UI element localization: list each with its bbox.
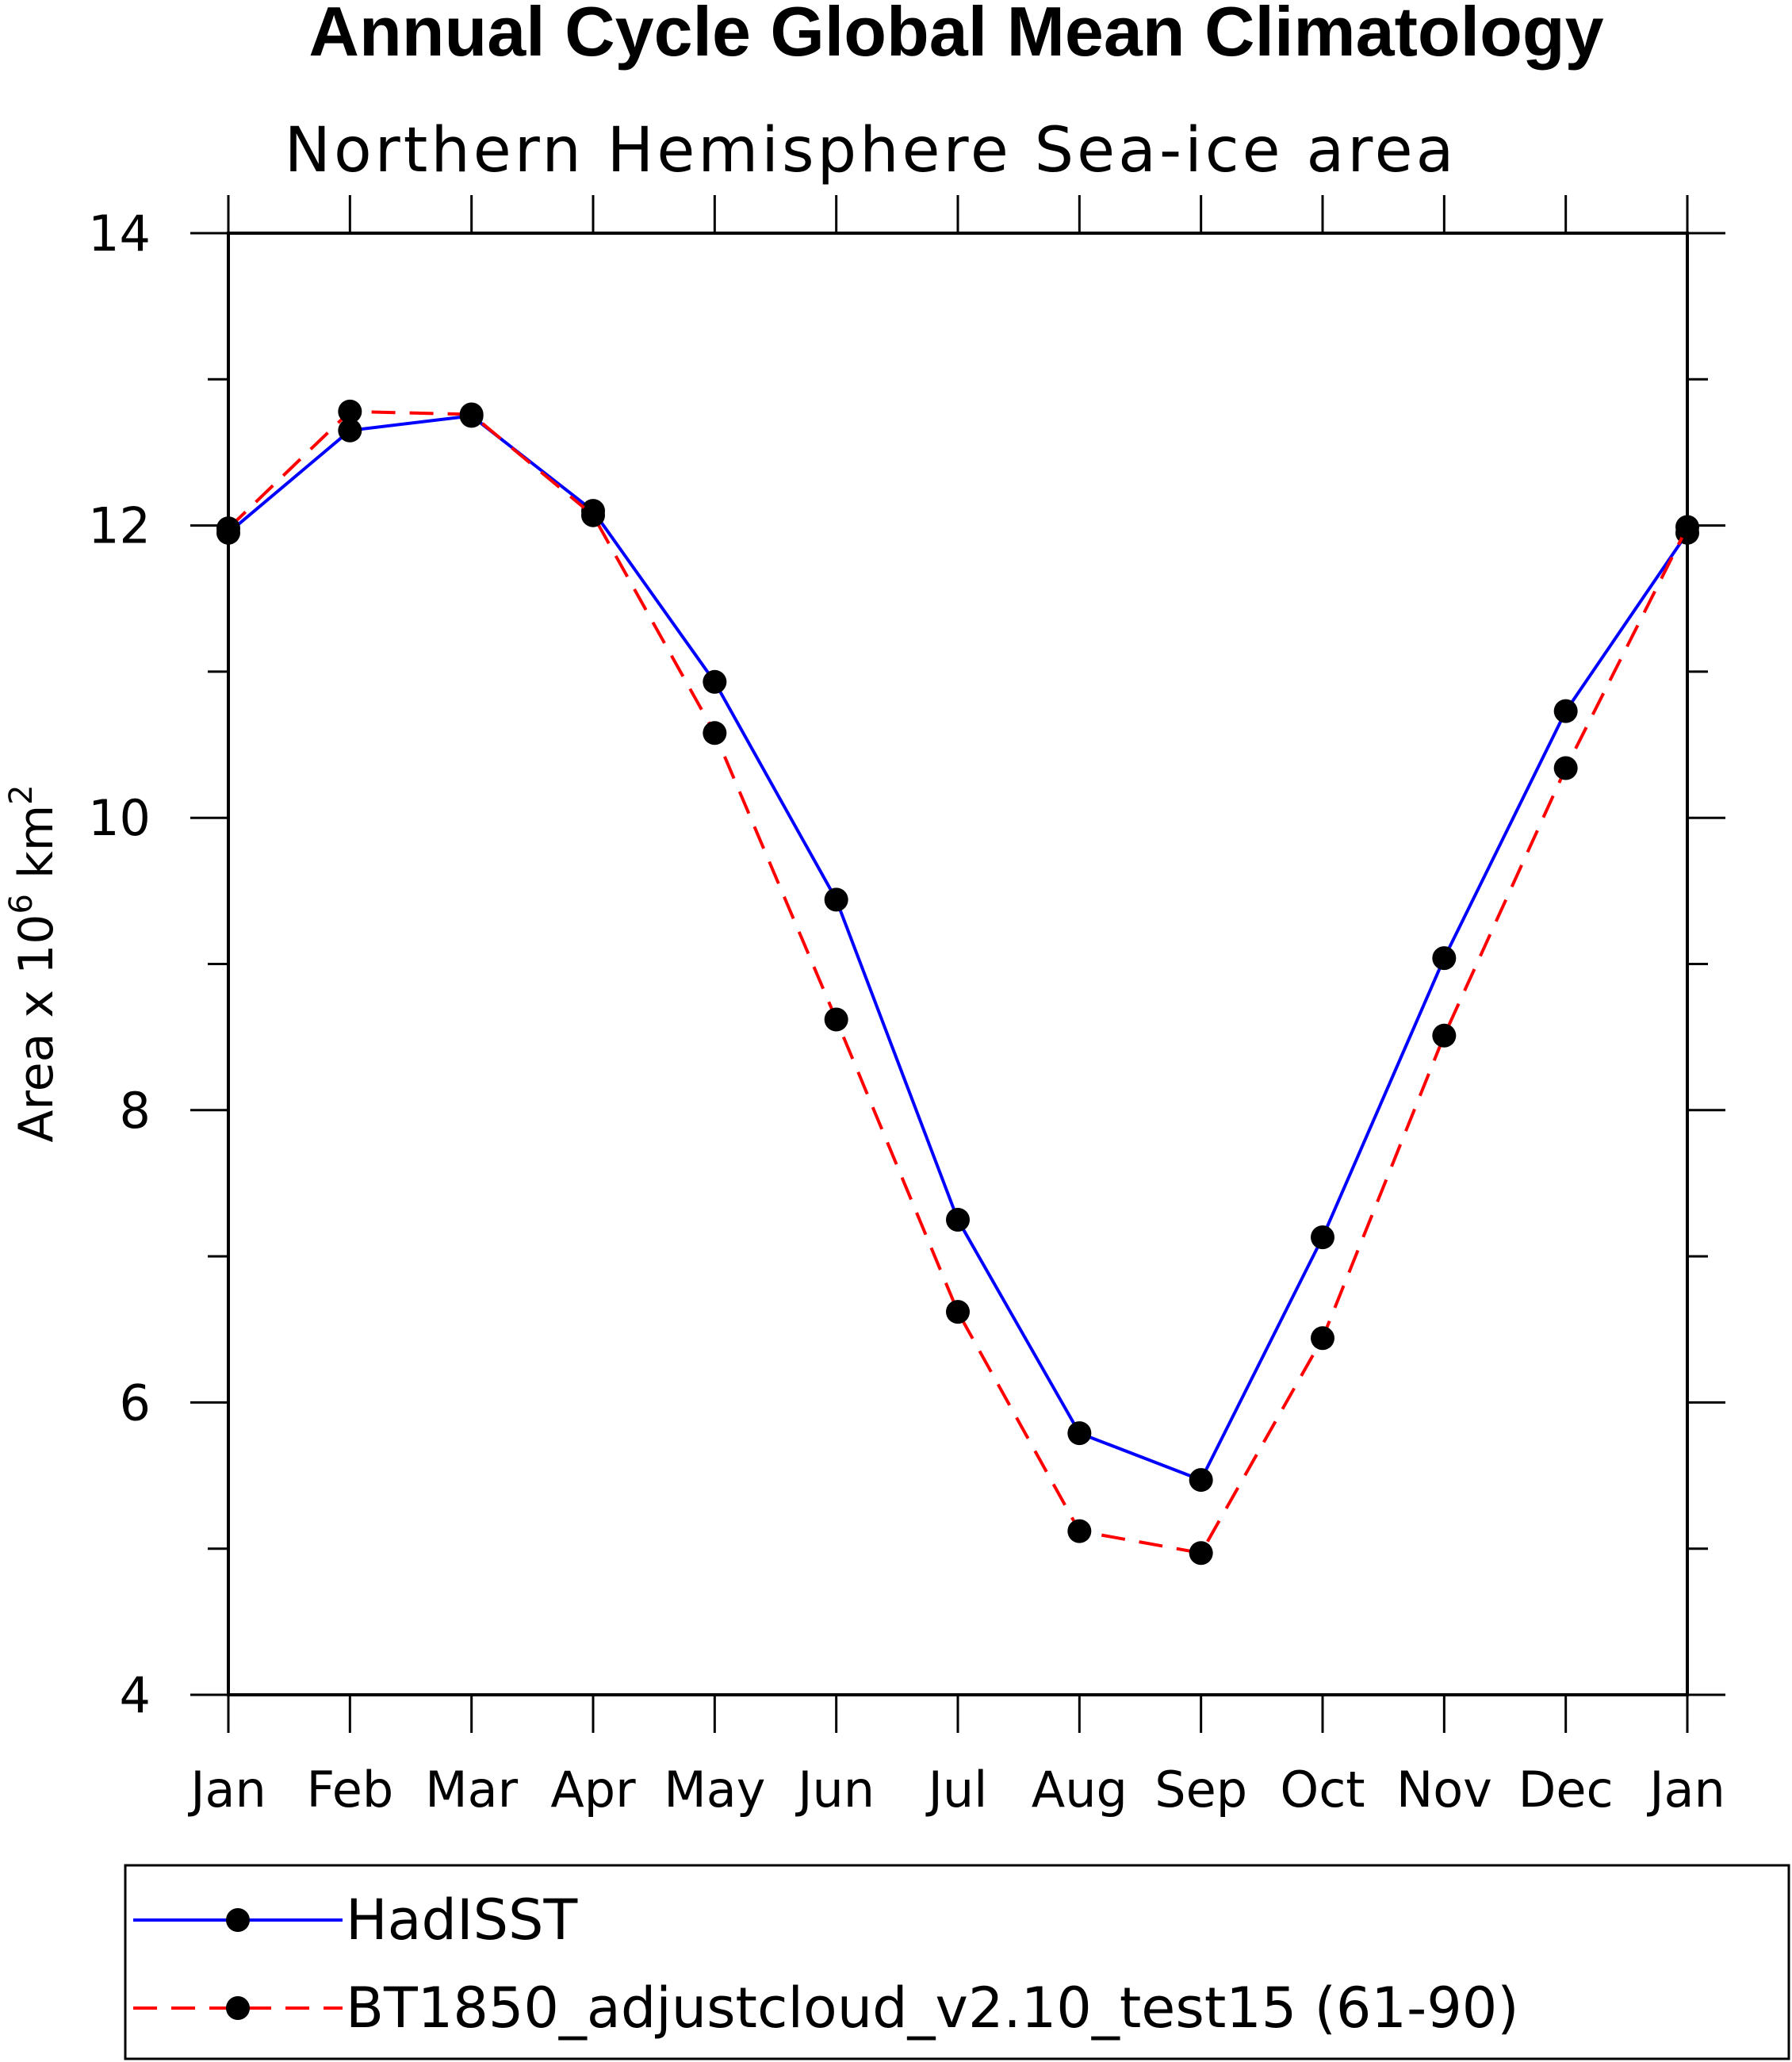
data-point [1553,699,1578,723]
y-axis-label-unit: km [9,805,64,894]
y-tick-label: 4 [120,1666,151,1724]
chart-title: Annual Cycle Global Mean Climatology [308,0,1603,71]
y-axis-label-main: Area x 10 [9,914,64,1143]
data-point [824,1007,848,1032]
data-point [1067,1421,1092,1446]
y-tick-label: 8 [120,1082,151,1140]
data-point [338,399,362,424]
data-point [946,1300,970,1324]
x-tick-label: Mar [425,1761,518,1819]
x-tick-label: Sep [1154,1761,1247,1819]
data-point [581,503,605,527]
data-point [824,887,848,912]
x-tick-label: Jun [795,1761,875,1819]
data-point [1189,1468,1213,1493]
legend: HadISST BT1850_adjustcloud_v2.10_test15 (… [133,1888,1519,2041]
legend-item: HadISST [133,1888,577,1953]
x-tick-label: Apr [550,1761,636,1819]
x-axis-tick-labels: Jan Feb Mar Apr May Jun Jul Aug Sep Oct Nov Dec Jan [187,1761,1725,1819]
x-tick-label: Feb [306,1761,393,1819]
x-tick-label: May [664,1761,765,1819]
y-axis-label-exponent: 6 [3,894,40,914]
x-tick-label: Nov [1396,1761,1492,1819]
data-point [1432,1023,1457,1048]
legend-box [124,1864,1790,2060]
data-point [946,1208,970,1232]
y-tick-label: 10 [88,789,151,847]
data-point [1553,756,1578,780]
y-axis-ticks [190,232,1725,1696]
x-tick-label: Jan [187,1761,266,1819]
series-layer [216,399,1699,1566]
legend-swatch-marker [226,1908,250,1932]
legend-item: BT1850_adjustcloud_v2.10_test15 (61-90) [133,1976,1519,2041]
data-point [703,721,727,745]
y-tick-label: 6 [120,1374,151,1432]
x-axis-ticks [227,195,1689,1733]
y-axis-label-unit-exponent: 2 [3,784,40,804]
y-tick-label: 12 [88,497,151,555]
data-point [216,516,240,541]
data-point [1067,1519,1092,1543]
y-axis-label: Area x 106 km2 [3,784,64,1142]
y-tick-label: 14 [88,205,151,263]
legend-label: BT1850_adjustcloud_v2.10_test15 (61-90) [346,1976,1519,2041]
x-tick-label: Jan [1646,1761,1725,1819]
y-axis-tick-labels: 4 6 8 10 12 14 [88,205,151,1724]
data-point [459,402,484,427]
data-point [1675,515,1699,539]
data-point [1432,946,1457,971]
x-tick-label: Oct [1280,1761,1365,1819]
x-tick-label: Aug [1032,1761,1128,1819]
x-tick-label: Jul [925,1761,988,1819]
data-point [1311,1225,1334,1250]
series-2 [216,399,1699,1566]
plot-frame [227,232,1689,1696]
data-point [338,418,362,443]
legend-label: HadISST [346,1888,577,1953]
chart-subtitle: Northern Hemisphere Sea-ice area [285,115,1457,186]
legend-swatch-marker [226,1996,250,2020]
x-tick-label: Dec [1518,1761,1614,1819]
data-point [1189,1541,1213,1566]
data-point [703,669,727,694]
series-line [227,409,1689,1555]
data-point [1311,1326,1334,1351]
series-1 [216,404,1699,1493]
